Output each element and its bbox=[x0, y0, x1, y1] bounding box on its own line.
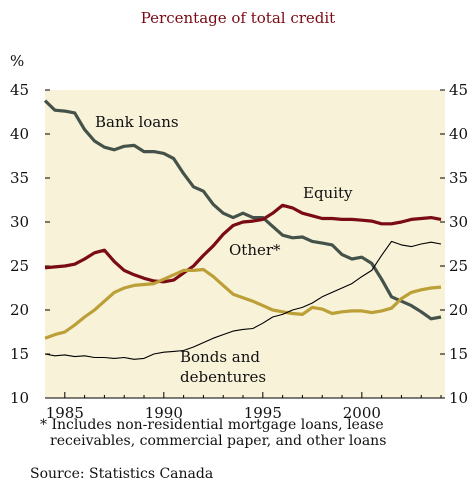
footnote-line-2: receivables, commercial paper, and other… bbox=[40, 433, 386, 449]
y-tick-label-left: 30 bbox=[10, 213, 29, 231]
y-tick-label-right: 20 bbox=[449, 301, 468, 319]
y-tick-label-left: 10 bbox=[10, 389, 29, 407]
y-tick-label-left: 35 bbox=[10, 169, 29, 187]
series-label: Equity bbox=[303, 184, 353, 202]
series-label: Other* bbox=[229, 241, 281, 259]
series-label: Bank loans bbox=[95, 113, 179, 131]
y-tick-label-right: 45 bbox=[449, 81, 468, 99]
y-tick-label-left: 15 bbox=[10, 345, 29, 363]
y-tick-label-left: 45 bbox=[10, 81, 29, 99]
y-tick-label-right: 35 bbox=[449, 169, 468, 187]
y-tick-label-left: 40 bbox=[10, 125, 29, 143]
series-label: debentures bbox=[180, 368, 266, 386]
footnote: * Includes non-residential mortgage loan… bbox=[40, 417, 386, 449]
y-tick-label-right: 30 bbox=[449, 213, 468, 231]
y-tick-label-right: 10 bbox=[449, 389, 468, 407]
y-tick-label-left: 25 bbox=[10, 257, 29, 275]
series-label: Bonds and bbox=[180, 348, 260, 366]
y-tick-label-right: 40 bbox=[449, 125, 468, 143]
footnote-line-1: * Includes non-residential mortgage loan… bbox=[40, 417, 386, 433]
y-tick-label-right: 25 bbox=[449, 257, 468, 275]
y-tick-label-right: 15 bbox=[449, 345, 468, 363]
y-tick-label-left: 20 bbox=[10, 301, 29, 319]
source-note: Source: Statistics Canada bbox=[30, 466, 213, 482]
